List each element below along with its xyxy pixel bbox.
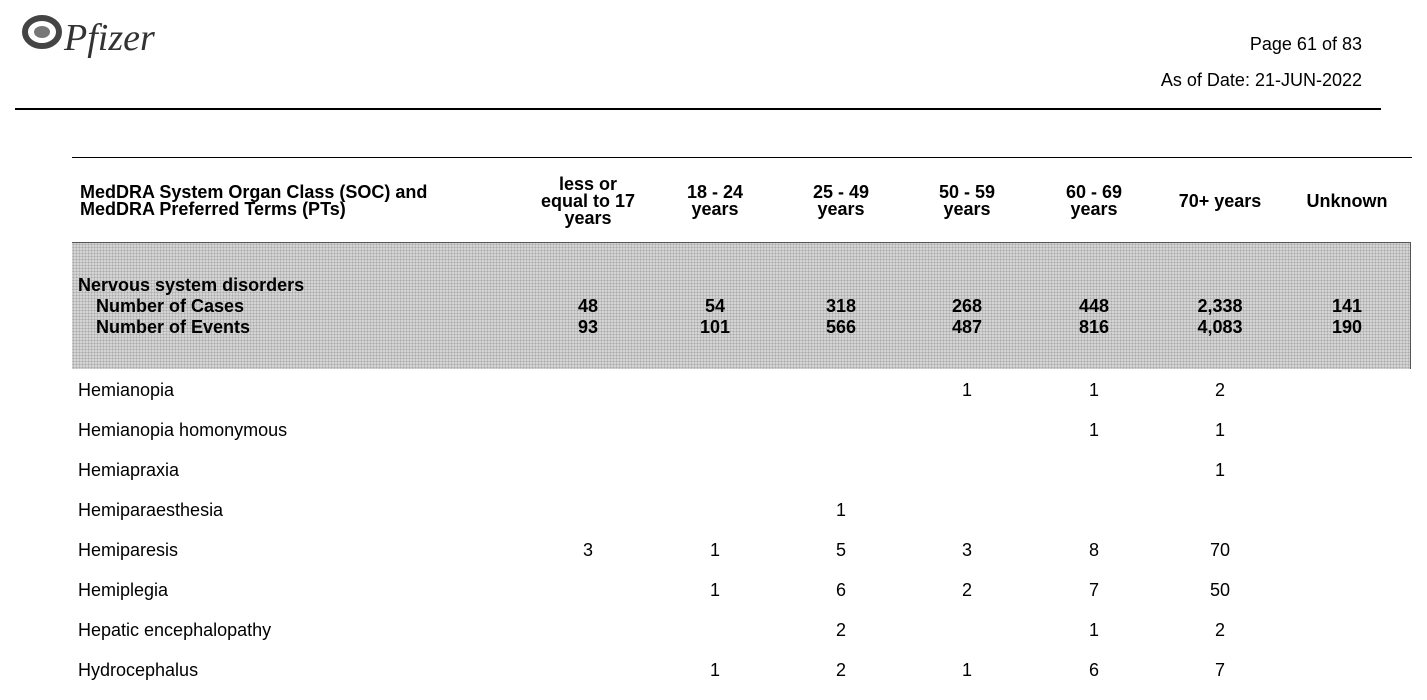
logo-text: Pfizer [64, 17, 155, 59]
term: Hemiparaesthesia [78, 500, 224, 520]
cell: 1 [961, 380, 973, 400]
column-header: 70+ years [1178, 190, 1262, 211]
header-line: MedDRA System Organ Class (SOC) and [80, 182, 428, 202]
section-value: 101 [699, 317, 731, 337]
term: Hemianopia homonymous [78, 420, 288, 440]
section-value: 448 [1078, 296, 1110, 316]
header-line: 70+ years [1178, 190, 1262, 211]
term: Hemiapraxia [78, 460, 180, 480]
cell: 1 [709, 580, 721, 600]
cell: 7 [1214, 660, 1226, 680]
cell: 1 [835, 500, 847, 520]
section-value: 816 [1078, 317, 1110, 337]
section-value: 93 [577, 317, 599, 337]
cell: 2 [961, 580, 973, 600]
cell: 1 [709, 540, 721, 560]
cell: 2 [1214, 380, 1226, 400]
cell: 3 [961, 540, 973, 560]
header-line: MedDRA Preferred Terms (PTs) [80, 199, 346, 219]
cell: 1 [1214, 420, 1226, 440]
cell: 1 [961, 660, 973, 680]
cell: 8 [1088, 540, 1100, 560]
cell: 5 [835, 540, 847, 560]
header-line: Unknown [1306, 190, 1388, 211]
term: Hepatic encephalopathy [78, 620, 272, 640]
cell: 6 [835, 580, 847, 600]
header-line: 50 - 59 [938, 182, 996, 202]
column-header: 18 - 24 years [686, 182, 744, 219]
header-line: less or [558, 173, 618, 194]
section-value: 566 [825, 317, 857, 337]
cell: 3 [582, 540, 594, 560]
section-value: 268 [951, 296, 983, 316]
cell: 6 [1088, 660, 1100, 680]
header-line: years [817, 199, 865, 219]
column-header: Unknown [1306, 190, 1388, 211]
header-line: 60 - 69 [1065, 182, 1123, 202]
header-line: years [564, 207, 612, 228]
report-date: As of Date: 21-JUN-2022 [1160, 70, 1362, 90]
cell: 70 [1209, 540, 1231, 560]
cell: 1 [1214, 460, 1226, 480]
term: Hydrocephalus [78, 660, 199, 680]
section-value: 141 [1331, 296, 1363, 316]
section-value: 318 [825, 296, 857, 316]
page-number: Page 61 of 83 [1249, 34, 1362, 54]
cell: 2 [835, 660, 847, 680]
cell: 1 [1088, 620, 1100, 640]
column-header: 25 - 49 years [812, 182, 870, 219]
section-value: 48 [577, 296, 599, 316]
section-value: 190 [1331, 317, 1363, 337]
column-header: 60 - 69 years [1065, 182, 1123, 219]
term: Hemiplegia [78, 580, 169, 600]
term: Hemianopia [78, 380, 175, 400]
section-value: 54 [704, 296, 726, 316]
cell: 7 [1088, 580, 1100, 600]
column-header: MedDRA System Organ Class (SOC) and MedDR… [80, 182, 428, 219]
cell: 1 [1088, 420, 1100, 440]
header-line: years [691, 199, 739, 219]
column-header: 50 - 59 years [938, 182, 996, 219]
header-line: years [1070, 199, 1118, 219]
header-line: years [943, 199, 991, 219]
cell: 2 [1214, 620, 1226, 640]
cell: 1 [1088, 380, 1100, 400]
cell: 50 [1209, 580, 1231, 600]
cell: 2 [835, 620, 847, 640]
table-rule [72, 157, 1412, 158]
section-label: Number of Cases [96, 296, 245, 316]
header-line: equal to 17 [540, 190, 636, 211]
section-label: Number of Events [96, 317, 251, 337]
section-value: 4,083 [1197, 317, 1243, 337]
column-header: less or equal to 17 years [540, 173, 636, 228]
section-shade [72, 242, 1411, 369]
header-line: 18 - 24 [686, 182, 744, 202]
header-line: 25 - 49 [812, 182, 870, 202]
cell: 1 [709, 660, 721, 680]
logo-icon [22, 15, 62, 49]
header-rule [15, 108, 1381, 110]
section-value: 487 [951, 317, 983, 337]
term: Hemiparesis [78, 540, 179, 560]
section-title: Nervous system disorders [78, 275, 305, 295]
section-value: 2,338 [1197, 296, 1243, 316]
